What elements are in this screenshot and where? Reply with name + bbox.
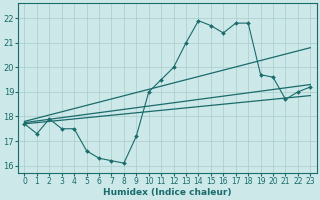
X-axis label: Humidex (Indice chaleur): Humidex (Indice chaleur)	[103, 188, 232, 197]
